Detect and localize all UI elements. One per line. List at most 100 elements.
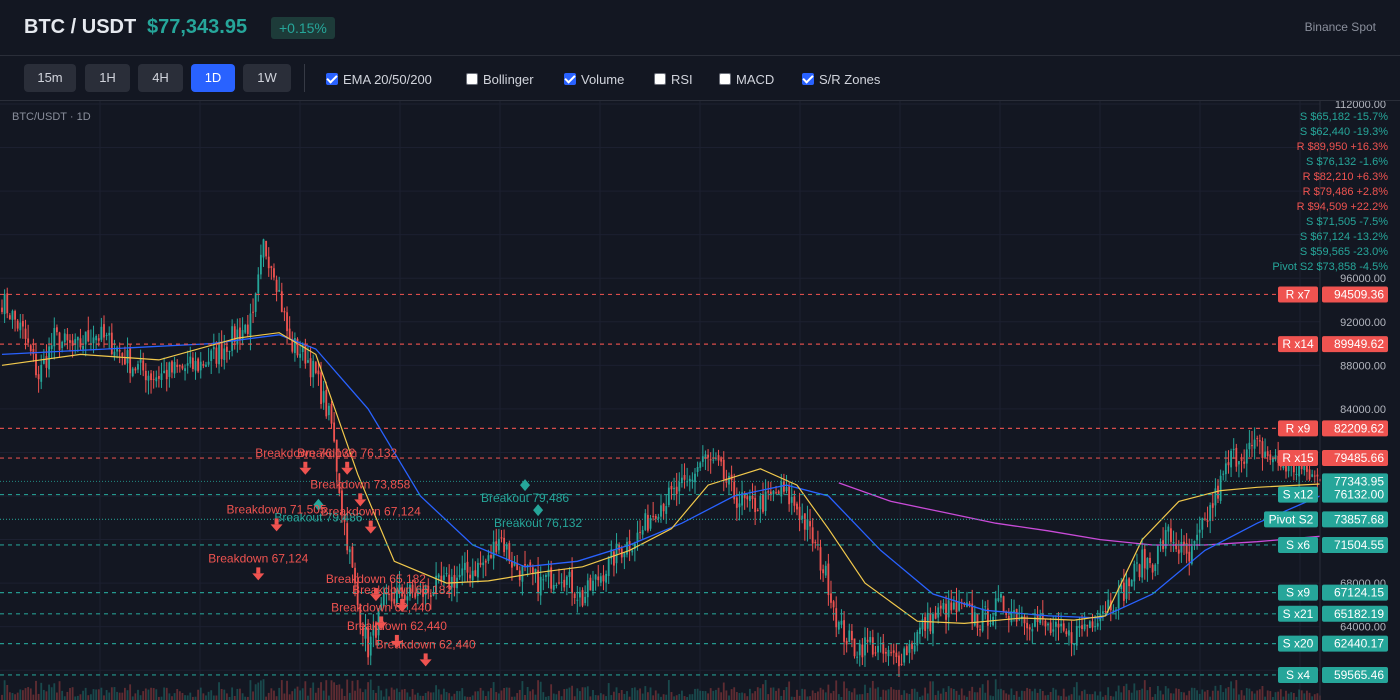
timeframe-4h-button[interactable]: 4H xyxy=(138,64,183,92)
timeframe-1d-button[interactable]: 1D xyxy=(191,64,235,92)
volume-bar xyxy=(1054,689,1057,700)
volume-bar xyxy=(134,693,137,700)
checkbox-unchecked-icon[interactable] xyxy=(466,73,478,85)
volume-bar xyxy=(11,692,14,700)
candle-body xyxy=(173,362,176,374)
candle-body xyxy=(1130,580,1133,587)
checkbox-checked-icon[interactable] xyxy=(802,73,814,85)
candle-body xyxy=(1010,611,1013,623)
candle-body xyxy=(380,603,383,611)
candle-body xyxy=(1240,459,1243,461)
candle-body xyxy=(599,576,602,583)
volume-bar xyxy=(463,696,466,700)
volume-bar xyxy=(1125,683,1128,700)
volume-bar xyxy=(278,687,281,700)
volume-bar xyxy=(942,688,945,700)
change-badge: +0.15% xyxy=(271,17,335,39)
candle-body xyxy=(1287,461,1290,472)
candle-body xyxy=(76,336,79,341)
volume-bar xyxy=(6,685,9,700)
candle-body xyxy=(354,567,356,584)
volume-bar xyxy=(1256,690,1259,700)
volume-bar xyxy=(584,687,587,700)
candle-body xyxy=(1002,596,1005,612)
volume-bar xyxy=(147,689,150,700)
toggle-sr-zones[interactable]: S/R Zones xyxy=(802,70,880,88)
candle-body xyxy=(688,478,691,482)
candle-body xyxy=(720,458,723,462)
candle-body xyxy=(1217,485,1219,499)
volume-bar xyxy=(314,692,317,700)
candle-body xyxy=(1177,549,1180,554)
volume-bar xyxy=(440,694,443,700)
candle-body xyxy=(322,391,325,403)
signal-label: Breakout 79,486 xyxy=(481,491,569,505)
candle-body xyxy=(874,652,877,654)
volume-bar xyxy=(129,684,132,700)
signal-label: Breakdown 67,124 xyxy=(321,505,421,519)
volume-bar xyxy=(673,696,675,700)
toggle-rsi[interactable]: RSI xyxy=(654,70,693,88)
checkbox-checked-icon[interactable] xyxy=(564,73,576,85)
arrow-down-icon xyxy=(256,567,261,574)
candle-body xyxy=(364,627,367,639)
volume-bar xyxy=(741,692,743,700)
candle-body xyxy=(741,492,743,506)
arrow-down-icon xyxy=(270,524,283,532)
candle-body xyxy=(129,348,132,374)
volume-bar xyxy=(63,696,66,700)
candle-body xyxy=(1175,543,1178,550)
candle-body xyxy=(790,496,793,503)
volume-bar xyxy=(152,688,155,700)
volume-bar xyxy=(667,680,670,700)
toggle-rsi-label: RSI xyxy=(671,71,693,87)
toggle-volume[interactable]: Volume xyxy=(564,70,624,88)
timeframe-15m-button[interactable]: 15m xyxy=(24,64,76,92)
candle-body xyxy=(1070,632,1073,644)
volume-bar xyxy=(848,690,851,700)
volume-bar xyxy=(249,680,252,700)
toggle-ema[interactable]: EMA 20/50/200 xyxy=(326,70,432,88)
candle-body xyxy=(1159,541,1162,544)
volume-bar xyxy=(189,692,192,700)
timeframe-1h-button[interactable]: 1H xyxy=(85,64,130,92)
volume-bar xyxy=(518,689,521,700)
candle-body xyxy=(968,603,971,606)
volume-bar xyxy=(1041,690,1044,700)
candle-body xyxy=(171,361,173,373)
candle-body xyxy=(1054,621,1057,627)
candle-body xyxy=(241,330,244,340)
sr-list-item: R $94,509 +22.2% xyxy=(1297,201,1389,213)
volume-bar xyxy=(401,689,404,700)
arrow-down-icon xyxy=(364,526,377,534)
volume-bar xyxy=(1020,690,1023,700)
candle-body xyxy=(633,543,636,549)
sr-tag-label: S x4 xyxy=(1286,668,1310,682)
candle-body xyxy=(215,347,218,364)
checkbox-unchecked-icon[interactable] xyxy=(719,73,731,85)
volume-bar xyxy=(275,696,278,700)
candle-body xyxy=(267,256,270,269)
volume-bar xyxy=(123,687,126,700)
volume-bar xyxy=(160,696,163,700)
checkbox-checked-icon[interactable] xyxy=(326,73,338,85)
timeframe-1w-button[interactable]: 1W xyxy=(243,64,291,92)
checkbox-unchecked-icon[interactable] xyxy=(654,73,666,85)
candle-body xyxy=(576,599,579,601)
candle-body xyxy=(1083,624,1086,630)
volume-bar xyxy=(542,692,545,700)
toggle-macd[interactable]: MACD xyxy=(719,70,774,88)
toggle-bollinger[interactable]: Bollinger xyxy=(466,70,534,88)
candle-body xyxy=(623,553,626,558)
candle-body xyxy=(1201,518,1204,530)
candle-body xyxy=(205,364,207,367)
volume-bar xyxy=(989,695,992,700)
volume-bar xyxy=(184,695,186,700)
candle-body xyxy=(191,357,194,370)
volume-bar xyxy=(1248,688,1251,700)
candle-body xyxy=(82,345,84,350)
volume-bar xyxy=(1036,692,1039,700)
volume-bar xyxy=(1238,694,1240,700)
candle-body xyxy=(320,372,322,405)
